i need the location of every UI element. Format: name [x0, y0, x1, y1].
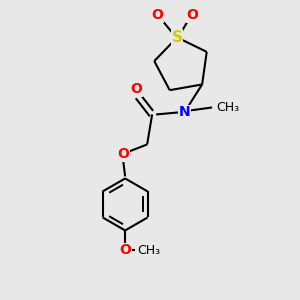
Text: CH₃: CH₃ [216, 101, 239, 114]
Text: O: O [130, 82, 142, 97]
Text: N: N [178, 106, 190, 119]
Text: O: O [151, 8, 163, 22]
Text: O: O [117, 148, 129, 161]
Text: S: S [172, 30, 183, 45]
Text: CH₃: CH₃ [137, 244, 160, 257]
Text: O: O [119, 244, 131, 257]
Text: O: O [186, 8, 198, 22]
